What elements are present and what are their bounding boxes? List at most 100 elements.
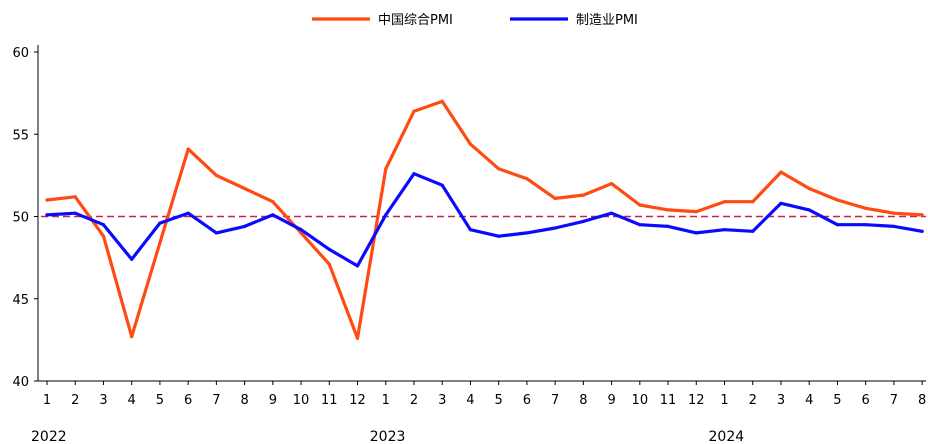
x-tick-label: 2 [71, 393, 79, 408]
x-tick-label: 10 [293, 393, 310, 408]
data-point [553, 226, 557, 230]
data-point [751, 229, 755, 233]
data-point [158, 221, 162, 225]
data-point [243, 224, 247, 228]
x-tick-label: 7 [551, 393, 559, 408]
series-group [45, 99, 924, 340]
data-point [920, 213, 924, 217]
data-point [497, 167, 501, 171]
x-tick-label: 9 [607, 393, 615, 408]
x-tick-label: 10 [632, 393, 649, 408]
legend-label: 制造业PMI [576, 13, 638, 28]
x-tick-label: 2 [749, 393, 757, 408]
x-tick-label: 1 [43, 393, 51, 408]
data-point [694, 209, 698, 214]
x-tick-label: 1 [720, 393, 728, 408]
data-point [384, 213, 388, 217]
x-tick-label: 8 [240, 393, 248, 408]
data-point [101, 234, 106, 238]
year-label: 2023 [370, 429, 406, 444]
year-label: 2022 [31, 429, 67, 444]
data-point [779, 201, 783, 205]
x-tick-label: 9 [269, 393, 277, 408]
data-point [610, 182, 614, 186]
series-line-1 [45, 99, 924, 340]
data-point [751, 200, 755, 204]
data-point [553, 196, 557, 201]
x-tick-label: 12 [688, 393, 705, 408]
data-point [101, 223, 106, 227]
data-point [666, 208, 670, 212]
data-point [892, 224, 896, 228]
y-tick-label: 60 [12, 46, 29, 61]
x-tick-label: 5 [495, 393, 503, 408]
data-point [666, 224, 670, 228]
data-point [864, 206, 868, 210]
data-point [581, 219, 585, 224]
data-point [722, 228, 727, 232]
data-point [610, 211, 614, 215]
data-point [525, 177, 529, 181]
x-tick-label: 5 [833, 393, 841, 408]
series-line-2 [45, 172, 924, 268]
x-tick-label: 5 [156, 393, 164, 408]
data-point [807, 208, 811, 212]
x-tick-label: 8 [918, 393, 926, 408]
data-point [73, 195, 77, 199]
data-point [214, 173, 218, 177]
x-tick-label: 4 [128, 393, 136, 408]
data-point [892, 211, 896, 215]
x-tick-label: 6 [862, 393, 870, 408]
data-point [186, 147, 190, 151]
data-point [186, 211, 190, 215]
data-point [412, 172, 416, 176]
x-tick-label: 6 [523, 393, 531, 408]
legend-label: 中国综合PMI [378, 13, 453, 28]
x-tick-label: 7 [212, 393, 220, 408]
data-point [468, 142, 473, 146]
data-point [581, 193, 585, 197]
y-tick-label: 55 [12, 128, 29, 143]
x-tick-label: 3 [438, 393, 446, 408]
year-label: 2024 [709, 429, 745, 444]
x-tick-label: 4 [805, 393, 813, 408]
data-point [920, 229, 924, 233]
data-point [73, 211, 77, 215]
data-point [835, 198, 840, 202]
data-point [130, 334, 134, 339]
data-point [327, 262, 331, 266]
x-tick-label: 2 [410, 393, 418, 408]
y-tick-label: 45 [12, 293, 29, 308]
data-point [327, 247, 331, 251]
data-point [525, 231, 529, 235]
x-tick-label: 6 [184, 393, 192, 408]
data-point [835, 223, 840, 227]
data-point [130, 257, 134, 261]
data-point [299, 228, 303, 232]
data-point [638, 203, 642, 207]
data-point [694, 231, 698, 235]
data-point [864, 223, 868, 227]
data-point [214, 231, 218, 235]
data-point [779, 170, 783, 174]
data-point [440, 99, 444, 103]
data-point [384, 167, 388, 171]
x-tick-label: 11 [321, 393, 338, 408]
x-tick-label: 11 [660, 393, 677, 408]
data-point [807, 186, 811, 191]
data-point [271, 200, 275, 204]
x-tick-label: 4 [466, 393, 474, 408]
x-tick-label: 12 [349, 393, 366, 408]
y-tick-label: 40 [12, 375, 29, 390]
data-point [412, 109, 416, 113]
data-point [722, 200, 727, 204]
x-tick-label: 3 [99, 393, 107, 408]
data-point [638, 223, 642, 227]
x-tick-label: 8 [579, 393, 587, 408]
x-tick-label: 1 [382, 393, 390, 408]
data-point [468, 228, 473, 232]
legend: 中国综合PMI 制造业PMI [312, 13, 638, 28]
data-point [158, 241, 162, 245]
